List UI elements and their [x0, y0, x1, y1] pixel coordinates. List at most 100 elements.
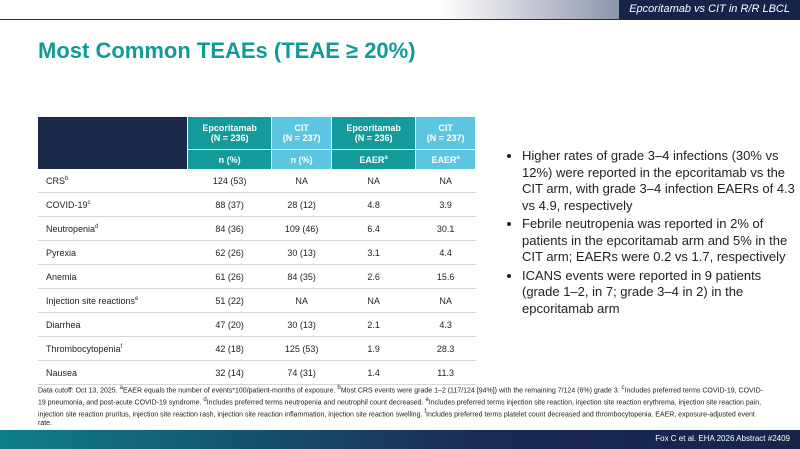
table-cell: 4.3	[415, 312, 476, 337]
row-label-sup: e	[135, 295, 139, 302]
unit-text: EAER	[431, 154, 457, 165]
column-header: Epcoritamab (N = 236)	[331, 117, 417, 150]
table-cell: 42 (18)	[187, 336, 272, 361]
row-label-text: Diarrhea	[46, 319, 81, 330]
table-cell: NA	[271, 169, 332, 193]
row-label: Pyrexia	[38, 240, 188, 265]
table-row: Diarrhea 47 (20) 30 (13) 2.1 4.3	[38, 312, 476, 337]
row-label-text: CRS	[46, 175, 66, 186]
table-cell: 88 (37)	[187, 192, 272, 217]
header-row: Epcoritamab (N = 236) CIT (N = 237) Epcorita…	[38, 117, 476, 169]
row-label-text: Anemia	[46, 271, 77, 282]
table-body: CRSb 124 (53) NA NA NA COVID-19c 88 (37) 28 (12…	[38, 169, 476, 385]
table-cell: 4.4	[415, 240, 476, 265]
table-row: Nausea 32 (14) 74 (31) 1.4 11.3	[38, 360, 476, 385]
table-cell: 125 (53)	[271, 336, 332, 361]
column-header: CIT (N = 237)	[271, 117, 332, 150]
row-label: Thrombocytopeniaf	[38, 336, 188, 361]
table-cell: 30 (13)	[271, 312, 332, 337]
table-cell: 28 (12)	[271, 192, 332, 217]
table-cell: 30 (13)	[271, 240, 332, 265]
column-header: Epcoritamab (N = 236)	[187, 117, 273, 150]
bullet: Febrile neutropenia was reported in 2% o…	[522, 216, 800, 266]
footnote-sup: e	[425, 396, 429, 403]
unit-text: EAER	[359, 154, 385, 165]
unit-header: EAERa	[415, 149, 476, 169]
unit-header: EAERa	[331, 149, 417, 169]
unit-header: n (%)	[187, 149, 273, 169]
table-cell: 4.8	[331, 192, 416, 217]
bullet: ICANS events were reported in 9 patients…	[522, 268, 800, 318]
footnote-text: Includes preferred terms COVID-19, COVID…	[38, 387, 764, 407]
column-n: (N = 236)	[354, 133, 393, 143]
table-cell: NA	[271, 288, 332, 313]
footnote-sup: f	[424, 408, 427, 415]
column-n: (N = 237)	[426, 133, 465, 143]
footnote-text: Includes preferred terms injection site …	[38, 399, 762, 418]
row-label-text: COVID-19	[46, 199, 88, 210]
table-cell: NA	[415, 288, 476, 313]
row-label: Neutropeniad	[38, 216, 188, 241]
table-row: Anemia 61 (26) 84 (35) 2.6 15.6	[38, 264, 476, 289]
table-cell: 1.4	[331, 360, 416, 385]
teae-table: Epcoritamab (N = 236) CIT (N = 237) Epcorita…	[38, 117, 476, 385]
column-n: (N = 237)	[282, 133, 321, 143]
table-row: Thrombocytopeniaf 42 (18) 125 (53) 1.9 28.3	[38, 336, 476, 361]
bullet: Higher rates of grade 3–4 infections (30…	[522, 148, 800, 214]
row-label-sup: c	[87, 199, 91, 206]
table-cell: 47 (20)	[187, 312, 272, 337]
unit-text: n (%)	[290, 154, 313, 165]
footnote-sup: a	[119, 385, 123, 391]
table-row: Neutropeniad 84 (36) 109 (46) 6.4 30.1	[38, 216, 476, 241]
footnote-sup: d	[203, 396, 207, 403]
footnote-sup: c	[621, 385, 625, 391]
footnote-text: Most CRS events were grade 1–2 (117/124 …	[340, 387, 620, 395]
top-line	[0, 19, 800, 20]
table-row: CRSb 124 (53) NA NA NA	[38, 169, 476, 193]
table-cell: 84 (35)	[271, 264, 332, 289]
table-cell: 124 (53)	[187, 169, 272, 193]
row-label-sup: b	[65, 175, 69, 182]
column-name: Epcoritamab	[202, 123, 257, 133]
table-cell: 32 (14)	[187, 360, 272, 385]
unit-sup: a	[384, 154, 388, 161]
table-cell: 30.1	[415, 216, 476, 241]
column-header: CIT (N = 237)	[415, 117, 476, 150]
table-cell: 15.6	[415, 264, 476, 289]
row-label: Nausea	[38, 360, 188, 385]
table-cell: 74 (31)	[271, 360, 332, 385]
table-cell: NA	[331, 288, 416, 313]
table-cell: 6.4	[331, 216, 416, 241]
blank-header	[38, 117, 188, 169]
row-label: COVID-19c	[38, 192, 188, 217]
table-cell: 61 (26)	[187, 264, 272, 289]
footnotes: Data cutoff: Oct 13, 2025. aEAER equals …	[38, 384, 768, 429]
footnote-lead: Data cutoff: Oct 13, 2025.	[38, 387, 118, 395]
row-label-text: Pyrexia	[46, 247, 77, 258]
bottom-bar	[0, 430, 800, 449]
row-label: Diarrhea	[38, 312, 188, 337]
unit-sup: a	[456, 154, 460, 161]
slide-title: Most Common TEAEs (TEAE ≥ 20%)	[38, 38, 416, 63]
row-label-text: Nausea	[46, 367, 78, 378]
column-name: Epcoritamab	[346, 123, 401, 133]
row-label-text: Thrombocytopenia	[46, 343, 121, 354]
table-cell: 2.6	[331, 264, 416, 289]
table-cell: 62 (26)	[187, 240, 272, 265]
citation: Fox C et al. EHA 2026 Abstract #2409	[655, 434, 790, 443]
column-n: (N = 236)	[210, 133, 249, 143]
row-label: Injection site reactionse	[38, 288, 188, 313]
unit-text: n (%)	[218, 154, 241, 165]
table-head: Epcoritamab (N = 236) CIT (N = 237) Epcorita…	[38, 117, 476, 169]
row-label: CRSb	[38, 169, 188, 193]
footnote-text: Includes preferred terms neutropenia and…	[206, 399, 424, 407]
table-cell: NA	[415, 169, 476, 193]
table-cell: 84 (36)	[187, 216, 272, 241]
row-label-text: Injection site reactions	[46, 295, 136, 306]
top-bar	[0, 0, 800, 19]
table-cell: 1.9	[331, 336, 416, 361]
table-cell: 28.3	[415, 336, 476, 361]
unit-header: n (%)	[271, 149, 332, 169]
column-name: CIT	[438, 123, 453, 133]
